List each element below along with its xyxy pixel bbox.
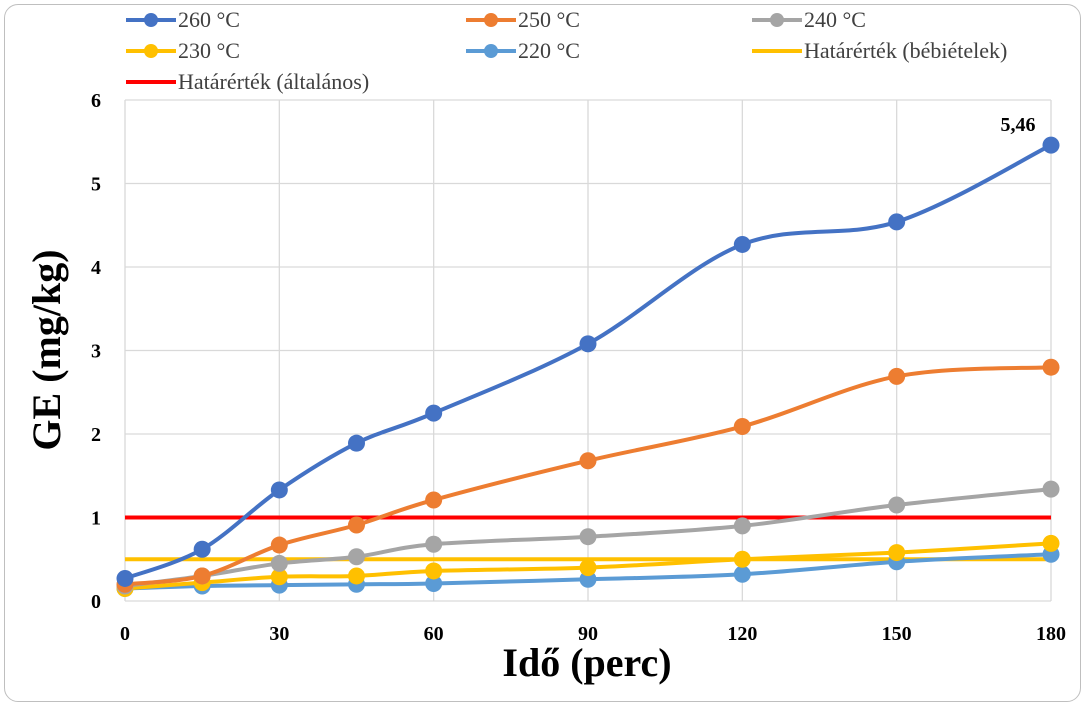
data-point <box>733 235 751 253</box>
data-point <box>733 417 751 435</box>
series-line <box>123 552 1053 591</box>
legend-label: Határérték (bébiételek) <box>804 38 1007 63</box>
data-point <box>733 517 751 535</box>
data-point <box>888 367 906 385</box>
legend-marker <box>484 13 498 27</box>
legend-marker <box>770 13 784 27</box>
legend-item: 250 °C <box>466 7 580 32</box>
legend-marker <box>484 44 498 58</box>
data-point <box>425 574 443 592</box>
data-point <box>579 559 597 577</box>
data-point <box>425 535 443 553</box>
legend-label: 240 °C <box>804 7 866 32</box>
legend-item: 260 °C <box>126 7 240 32</box>
data-point <box>579 528 597 546</box>
legend-label: 250 °C <box>518 7 580 32</box>
data-point <box>579 570 597 588</box>
legend-item: 240 °C <box>752 7 866 32</box>
x-tick-labels: 0 30 60 90 120 150 180 <box>120 623 1066 645</box>
data-point <box>1042 358 1060 376</box>
legend-marker <box>144 44 158 58</box>
legend-label: 220 °C <box>518 38 580 63</box>
data-point <box>348 548 365 566</box>
y-axis-title: GE (mg/kg) <box>24 249 69 450</box>
data-point <box>425 404 443 422</box>
legend-item: 230 °C <box>126 38 240 63</box>
y-tick-label: 3 <box>91 341 101 363</box>
data-point <box>270 481 288 499</box>
data-point <box>116 569 134 587</box>
y-tick-label: 2 <box>91 424 101 446</box>
series-group <box>116 136 1060 587</box>
series-line <box>123 487 1053 588</box>
legend-item: Határérték (bébiételek) <box>752 38 1007 63</box>
data-point <box>425 491 443 509</box>
x-tick-label: 0 <box>120 623 130 645</box>
data-point <box>425 562 443 580</box>
data-point <box>733 565 751 583</box>
x-tick-label: 90 <box>578 623 598 645</box>
legend-label: 260 °C <box>178 7 240 32</box>
y-tick-label: 1 <box>91 508 101 530</box>
y-tick-label: 4 <box>91 257 101 279</box>
x-tick-label: 120 <box>727 623 757 645</box>
data-point <box>270 568 288 586</box>
data-point <box>888 213 906 231</box>
data-point <box>348 567 365 585</box>
x-tick-label: 30 <box>269 623 289 645</box>
y-tick-label: 0 <box>91 591 101 613</box>
x-tick-label: 180 <box>1036 623 1066 645</box>
data-point <box>888 544 906 562</box>
data-point <box>193 540 211 558</box>
data-point <box>1042 534 1060 552</box>
data-point <box>733 550 751 568</box>
data-point <box>193 567 211 585</box>
series-line <box>123 365 1053 587</box>
data-point <box>579 452 597 470</box>
data-label-max: 5,46 <box>1001 114 1036 136</box>
data-point <box>888 496 906 514</box>
x-tick-label: 150 <box>882 623 912 645</box>
data-point <box>270 536 288 554</box>
series-line <box>123 541 1053 591</box>
data-point <box>348 434 365 452</box>
legend-item: Határérték (általános) <box>126 69 369 94</box>
data-point <box>1042 480 1060 498</box>
y-tick-label: 6 <box>91 90 101 112</box>
legend-marker <box>144 13 158 27</box>
data-point <box>579 335 597 353</box>
data-point <box>348 516 365 534</box>
data-point <box>1042 136 1060 154</box>
legend: 260 °C 250 °C 240 °C 230 °C 220 °C Határérték… <box>126 7 1007 94</box>
legend-label: Határérték (általános) <box>178 69 369 94</box>
x-tick-label: 60 <box>424 623 444 645</box>
legend-label: 230 °C <box>178 38 240 63</box>
y-tick-labels: 0 1 2 3 4 5 6 <box>91 90 101 613</box>
x-axis-title: Idő (perc) <box>502 640 671 685</box>
legend-item: 220 °C <box>466 38 580 63</box>
y-tick-label: 5 <box>91 174 101 196</box>
series-lines <box>116 136 1060 597</box>
series-line <box>123 143 1053 581</box>
data-point <box>270 554 288 572</box>
